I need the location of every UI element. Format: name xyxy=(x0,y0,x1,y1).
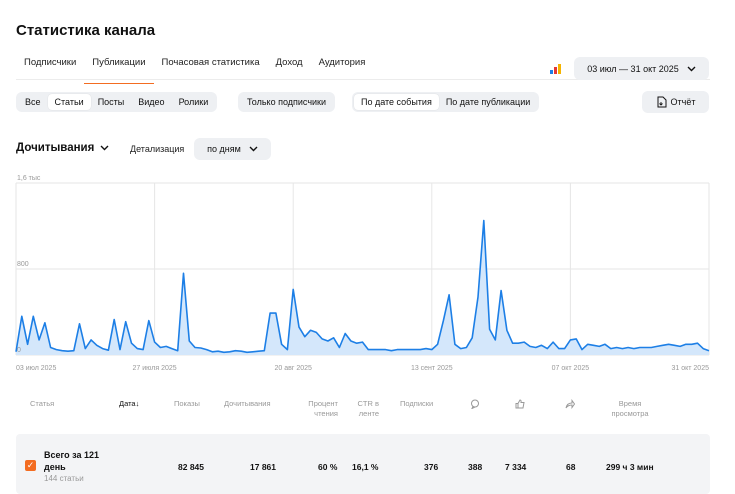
date-mode-filter: По дате события По дате публикации xyxy=(352,92,540,112)
report-label: Отчёт xyxy=(670,97,696,107)
subscribers-only-toggle[interactable]: Только подписчики xyxy=(238,92,336,112)
tab-subscribers[interactable]: Подписчики xyxy=(24,57,77,68)
reads-chart: 1,6 тыс 800 0 03 июл 2025 27 июля 2025 20 ав… xyxy=(15,175,710,372)
summary-comments: 388 xyxy=(468,462,483,472)
col-date-label: Дата xyxy=(119,399,136,408)
col-subscriptions[interactable]: Подписки xyxy=(400,399,434,408)
summary-likes: 7 334 xyxy=(505,462,527,472)
filter-posts[interactable]: Посты xyxy=(97,97,125,107)
col-reads[interactable]: Дочитывания xyxy=(224,399,271,408)
chevron-down-icon xyxy=(249,146,258,152)
summary-shares: 68 xyxy=(566,462,576,472)
tab-income[interactable]: Доход xyxy=(275,57,303,68)
chevron-down-icon xyxy=(100,145,109,151)
check-icon: ✓ xyxy=(26,460,35,470)
tab-publications[interactable]: Публикации xyxy=(84,52,154,84)
summary-checkbox[interactable]: ✓ xyxy=(25,460,36,471)
col-impressions[interactable]: Показы xyxy=(174,399,200,408)
col-watch-time[interactable]: Время просмотра xyxy=(611,399,649,418)
summary-watch-time: 299 ч 3 мин xyxy=(606,462,654,472)
page-title: Статистика канала xyxy=(16,22,156,39)
sort-arrow-icon: ↓ xyxy=(135,399,140,408)
tab-audience[interactable]: Аудитория xyxy=(318,57,366,68)
summary-sub: 144 статьи xyxy=(44,474,84,483)
y-tick-label: 800 xyxy=(17,261,29,268)
detail-label: Детализация xyxy=(130,144,185,154)
tab-hourly[interactable]: Почасовая статистика xyxy=(161,57,260,68)
tabs-divider xyxy=(16,79,710,80)
date-mode-event[interactable]: По дате события xyxy=(354,94,439,110)
x-tick-label: 31 окт 2025 xyxy=(672,365,710,372)
filter-video[interactable]: Видео xyxy=(138,97,165,107)
summary-reads: 17 861 xyxy=(250,462,276,472)
metric-selector[interactable]: Дочитывания xyxy=(16,142,109,154)
bar-chart-icon xyxy=(550,64,562,74)
summary-impressions: 82 845 xyxy=(178,462,204,472)
tabs: Подписчики Публикации Почасовая статисти… xyxy=(16,52,373,84)
x-tick-label: 20 авг 2025 xyxy=(274,365,312,372)
summary-subscriptions: 376 xyxy=(424,462,439,472)
date-range-button[interactable]: 03 июл — 31 окт 2025 xyxy=(574,57,709,80)
detail-dropdown[interactable]: по дням xyxy=(194,138,271,160)
filter-shorts[interactable]: Ролики xyxy=(178,97,209,107)
detail-value: по дням xyxy=(207,144,241,154)
x-tick-label: 03 июл 2025 xyxy=(16,365,56,372)
series-line xyxy=(15,219,710,354)
y-tick-label: 1,6 тыс xyxy=(17,175,41,182)
chart-grid xyxy=(15,182,710,356)
date-mode-publication[interactable]: По дате публикации xyxy=(445,97,531,107)
comment-icon[interactable] xyxy=(470,399,480,412)
series-area xyxy=(16,220,709,355)
col-date[interactable]: Дата↓ xyxy=(119,399,139,409)
share-icon[interactable] xyxy=(565,398,576,412)
report-button[interactable]: Отчёт xyxy=(642,91,709,113)
summary-label: Всего за 121 день xyxy=(44,450,100,472)
x-tick-label: 13 сент 2025 xyxy=(411,365,453,372)
col-article[interactable]: Статья xyxy=(30,399,55,408)
col-read-percent[interactable]: Процент чтения xyxy=(308,399,338,418)
summary-ctr: 16,1 % xyxy=(352,462,379,472)
filter-articles[interactable]: Статьи xyxy=(47,94,91,110)
x-tick-label: 07 окт 2025 xyxy=(552,365,590,372)
filter-all[interactable]: Все xyxy=(25,97,41,107)
chevron-down-icon xyxy=(687,66,696,71)
subscribers-only-label: Только подписчики xyxy=(247,97,327,107)
metric-label: Дочитывания xyxy=(16,142,95,154)
y-tick-label: 0 xyxy=(17,347,21,354)
col-ctr[interactable]: CTR в ленте xyxy=(357,399,379,418)
content-type-filter: Все Статьи Посты Видео Ролики xyxy=(16,92,218,112)
summary-read-percent: 60 % xyxy=(318,462,338,472)
x-tick-label: 27 июля 2025 xyxy=(133,365,177,372)
date-range-label: 03 июл — 31 окт 2025 xyxy=(587,63,679,74)
like-icon[interactable] xyxy=(515,399,525,412)
document-icon xyxy=(657,96,667,108)
